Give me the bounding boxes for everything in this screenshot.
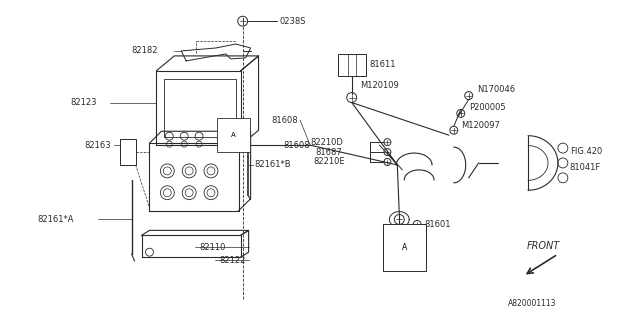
Circle shape (165, 132, 173, 140)
Circle shape (558, 158, 568, 168)
Text: P200005: P200005 (468, 103, 506, 112)
Circle shape (384, 148, 391, 156)
Text: A: A (402, 243, 407, 252)
Circle shape (166, 141, 172, 147)
Circle shape (413, 220, 421, 228)
Circle shape (207, 167, 215, 175)
Circle shape (181, 141, 187, 147)
Text: A820001113: A820001113 (508, 299, 557, 308)
Text: 82210E: 82210E (313, 157, 345, 166)
Text: 82163: 82163 (84, 140, 111, 150)
Circle shape (558, 143, 568, 153)
Circle shape (145, 248, 154, 256)
Circle shape (185, 189, 193, 197)
Circle shape (195, 132, 203, 140)
Text: M120097: M120097 (461, 121, 500, 130)
Circle shape (163, 189, 172, 197)
Bar (338, 54, 365, 76)
Text: FRONT: FRONT (527, 241, 559, 251)
Text: 81608: 81608 (284, 140, 310, 150)
Text: 82182: 82182 (132, 46, 158, 55)
Circle shape (347, 92, 356, 102)
Circle shape (182, 164, 196, 178)
Circle shape (394, 214, 404, 224)
Circle shape (163, 167, 172, 175)
Circle shape (237, 16, 248, 26)
Text: M120109: M120109 (360, 81, 399, 90)
Text: 82210D: 82210D (310, 138, 343, 147)
Text: 82123: 82123 (70, 98, 97, 107)
Circle shape (161, 186, 174, 200)
Text: 81601: 81601 (424, 220, 451, 229)
Circle shape (465, 92, 473, 100)
Circle shape (207, 189, 215, 197)
Circle shape (161, 164, 174, 178)
Circle shape (204, 186, 218, 200)
Text: 82161*A: 82161*A (38, 215, 74, 224)
Text: 81041F: 81041F (570, 164, 601, 172)
Text: 81611: 81611 (369, 60, 396, 69)
Circle shape (457, 109, 465, 117)
Bar (120, 139, 136, 165)
Circle shape (180, 132, 188, 140)
Text: 81687: 81687 (315, 148, 342, 156)
Text: A: A (232, 132, 236, 138)
Circle shape (182, 186, 196, 200)
Circle shape (204, 164, 218, 178)
Text: N170046: N170046 (477, 85, 515, 94)
Circle shape (384, 139, 391, 146)
Text: 82110: 82110 (199, 243, 225, 252)
Text: 81608: 81608 (271, 116, 298, 125)
Text: 82122: 82122 (219, 256, 245, 265)
Circle shape (384, 158, 391, 165)
Text: 82161*B: 82161*B (255, 160, 291, 170)
Circle shape (450, 126, 458, 134)
Circle shape (185, 167, 193, 175)
Circle shape (558, 173, 568, 183)
Circle shape (196, 141, 202, 147)
Text: 0238S: 0238S (279, 17, 306, 26)
Text: FIG.420: FIG.420 (570, 147, 602, 156)
